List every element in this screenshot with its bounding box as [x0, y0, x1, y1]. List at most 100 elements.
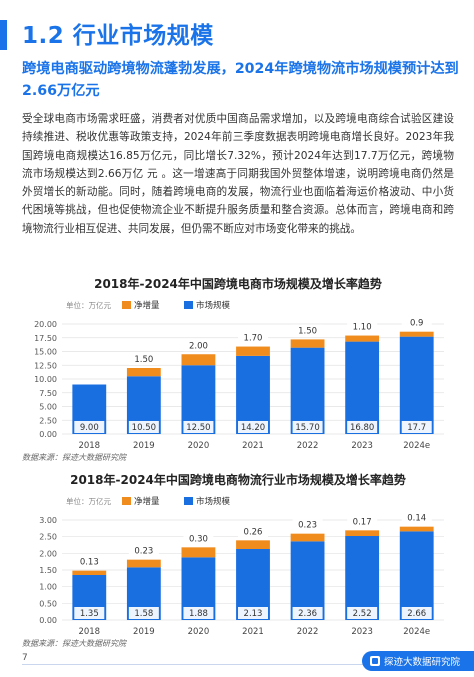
- footer-divider: [22, 664, 474, 665]
- brand-name: 探迹大数据研究院: [383, 657, 460, 668]
- bar-increment: [126, 559, 161, 568]
- ecommerce-chart-svg: 0.00 2.50 5.00 7.50 10.00 12.50 15.00 17.50 20.0…: [34, 300, 444, 451]
- bar-increment: [345, 530, 380, 536]
- bar-increment: [181, 547, 216, 558]
- data-label-bg: [292, 421, 323, 433]
- chart-title: 2018年-2024年中国跨境电商市场规模及增长率趋势: [94, 277, 382, 291]
- x-tick-label: 2018: [78, 627, 100, 637]
- y-tick-label: 1.00: [39, 583, 57, 592]
- data-label-bg: [128, 353, 159, 365]
- data-label-bg: [238, 607, 268, 619]
- y-tick-label: 7.50: [39, 389, 57, 398]
- data-label-increment: 1.50: [134, 355, 153, 365]
- data-label-market-size: 16.80: [350, 423, 374, 433]
- y-tick-label: 0.00: [39, 430, 57, 439]
- legend-swatch: [184, 497, 193, 505]
- data-label-bg: [347, 515, 378, 528]
- bar-increment: [399, 526, 434, 532]
- data-label-bg: [401, 421, 432, 433]
- x-tick-label: 2019: [133, 627, 155, 637]
- data-label-market-size: 2.13: [244, 609, 263, 619]
- data-label-bg: [238, 331, 268, 344]
- legend-label: 市场规模: [196, 300, 231, 311]
- data-label-bg: [347, 607, 378, 619]
- x-tick-label: 2024e: [403, 441, 430, 451]
- x-tick-label: 2020: [188, 627, 210, 637]
- unit-label: 单位：万亿元: [66, 496, 111, 506]
- data-label-market-size: 14.20: [241, 423, 265, 433]
- data-label-bg: [128, 421, 159, 433]
- x-tick-label: 2024e: [403, 627, 430, 637]
- x-tick-label: 2023: [351, 627, 373, 637]
- chart-source: 数据来源：探迹大数据研究院: [22, 453, 126, 462]
- data-label-bg: [74, 555, 105, 568]
- legend-swatch: [184, 301, 193, 309]
- bar-market-size: [236, 355, 270, 434]
- y-tick-label: 10.00: [34, 375, 57, 384]
- data-label-increment: 0.13: [80, 558, 99, 568]
- data-label-market-size: 17.7: [407, 423, 426, 433]
- data-label-market-size: 1.35: [80, 609, 99, 619]
- data-label-bg: [292, 518, 323, 531]
- x-tick-label: 2021: [242, 441, 264, 451]
- data-label-market-size: 1.58: [134, 609, 153, 619]
- data-label-increment: 1.50: [298, 326, 317, 336]
- data-label-increment: 1.10: [353, 323, 372, 333]
- x-tick-label: 2022: [297, 441, 319, 451]
- data-label-bg: [74, 421, 105, 433]
- x-tick-label: 2021: [242, 627, 264, 637]
- brand-logo-icon: [369, 656, 380, 666]
- data-label-bg: [183, 421, 214, 433]
- legend-label: 净增量: [134, 300, 160, 311]
- legend-label: 市场规模: [196, 496, 231, 507]
- y-tick-label: 20.00: [34, 320, 57, 329]
- unit-label: 单位：万亿元: [66, 300, 111, 310]
- data-label-increment: 2.00: [189, 341, 208, 351]
- data-label-increment: 0.9: [410, 319, 424, 329]
- ecommerce-market-chart: 2018年-2024年中国跨境电商市场规模及增长率趋势 0.00 2.50 5.00…: [22, 275, 454, 463]
- data-label-increment: 1.70: [244, 334, 263, 344]
- data-label-increment: 0.23: [134, 547, 153, 557]
- data-label-bg: [183, 339, 214, 352]
- y-tick-label: 15.00: [34, 348, 57, 357]
- legend-swatch: [122, 301, 131, 309]
- bar-market-size: [345, 341, 380, 434]
- data-label-market-size: 2.66: [407, 609, 426, 619]
- y-tick-label: 0.00: [39, 616, 57, 625]
- data-label-increment: 0.14: [407, 514, 426, 524]
- bar-increment: [236, 540, 270, 549]
- data-label-bg: [292, 607, 323, 619]
- data-label-bg: [347, 320, 378, 333]
- bar-market-size: [290, 541, 325, 620]
- data-label-market-size: 12.50: [186, 423, 210, 433]
- logistics-chart-svg: 0.00 0.50 1.00 1.50 2.00 2.50 3.00 单位：万亿元 净增量 市场规…: [39, 496, 444, 637]
- bar-market-size: [345, 536, 380, 620]
- legend-swatch: [122, 497, 131, 505]
- x-tick-label: 2020: [188, 441, 210, 451]
- x-tick-label: 2019: [133, 441, 155, 451]
- logistics-market-chart: 2018年-2024年中国跨境电商物流行业市场规模及增长率趋势 0.00 0.50…: [22, 471, 454, 649]
- data-label-bg: [292, 324, 323, 337]
- chart-title: 2018年-2024年中国跨境电商物流行业市场规模及增长率趋势: [70, 473, 406, 487]
- bar-increment: [236, 346, 270, 356]
- legend-label: 净增量: [134, 496, 160, 507]
- x-tick-label: 2023: [351, 441, 373, 451]
- data-label-bg: [183, 607, 214, 619]
- bar-market-size: [290, 347, 325, 434]
- y-tick-label: 1.50: [39, 566, 57, 575]
- data-label-increment: 0.17: [353, 517, 372, 527]
- data-label-market-size: 10.50: [132, 423, 156, 433]
- title-accent-bar: [0, 20, 7, 50]
- y-tick-label: 3.00: [39, 516, 57, 525]
- y-tick-label: 2.50: [39, 416, 57, 425]
- data-label-increment: 0.23: [298, 521, 317, 531]
- data-label-bg: [128, 544, 159, 557]
- bar-increment: [345, 335, 380, 342]
- body-paragraph: 受全球电商市场需求旺盛，消费者对优质中国商品需求增加，以及跨境电商综合试验区建设…: [22, 113, 454, 235]
- page-number: 7: [22, 653, 28, 663]
- chart-source: 数据来源：探迹大数据研究院: [22, 639, 126, 648]
- section-title: 1.2 行业市场规模: [22, 23, 214, 49]
- data-label-increment: 0.30: [189, 534, 208, 544]
- x-tick-label: 2018: [78, 441, 100, 451]
- data-label-market-size: 2.52: [353, 609, 372, 619]
